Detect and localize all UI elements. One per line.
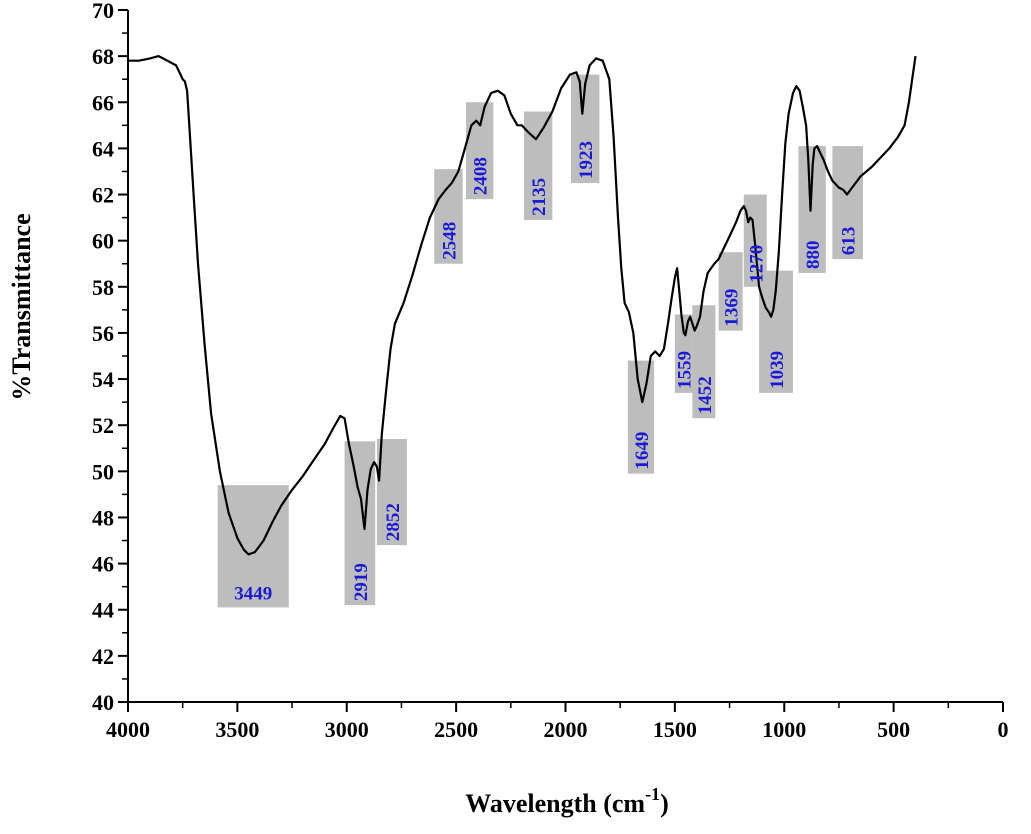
peak-label-880: 880 — [803, 240, 824, 269]
peak-label-3449: 3449 — [234, 583, 272, 604]
peak-label-613: 613 — [839, 227, 860, 256]
peak-labels: 3449 2919 2852 2548 2408 2135 1923 1649 15591452… — [234, 141, 859, 604]
peak-band-613 — [832, 146, 863, 260]
y-tick-label-62: 62 — [92, 183, 114, 208]
y-tick-label-42: 42 — [92, 644, 114, 669]
x-axis-title: Wavelength (cm-1) — [465, 784, 668, 818]
transmittance-line — [128, 55, 917, 556]
y-tick-label-50: 50 — [92, 459, 114, 484]
series-layer — [128, 55, 917, 556]
y-tick-label-58: 58 — [92, 275, 114, 300]
peak-label-2135: 2135 — [529, 178, 550, 216]
y-tick-label-68: 68 — [92, 44, 114, 69]
peak-band-1369 — [718, 252, 743, 331]
peak-label-2852: 2852 — [383, 503, 404, 541]
peak-label-1270: 1270 — [746, 245, 767, 283]
peak-label-1452: 1452 — [695, 376, 716, 414]
y-axis-title: %Transmittance — [7, 213, 36, 400]
y-tick-label-46: 46 — [92, 552, 114, 577]
y-tick-label-64: 64 — [92, 136, 114, 161]
peak-label-1369: 1369 — [722, 289, 743, 327]
x-tick-label-3500: 3500 — [215, 717, 259, 742]
peak-band-3449 — [217, 485, 289, 608]
x-tick-label-0: 0 — [998, 717, 1009, 742]
y-tick-label-66: 66 — [92, 90, 114, 115]
peak-band-1559 — [674, 314, 693, 393]
peak-band-1452 — [692, 305, 716, 419]
peak-label-2408: 2408 — [471, 157, 492, 195]
y-tick-label-48: 48 — [92, 505, 114, 530]
peak-band-2135 — [523, 111, 553, 220]
x-tick-label-500: 500 — [877, 717, 910, 742]
x-tick-label-1500: 1500 — [653, 717, 697, 742]
peak-label-2919: 2919 — [351, 563, 372, 601]
peak-band-2852 — [376, 439, 407, 546]
y-tick-label-70: 70 — [92, 0, 114, 23]
y-tick-label-60: 60 — [92, 229, 114, 254]
x-tick-label-4000: 4000 — [106, 717, 150, 742]
peak-band-2408 — [465, 102, 494, 200]
peak-label-1039: 1039 — [767, 351, 788, 389]
y-tick-label-56: 56 — [92, 321, 114, 346]
peak-label-1923: 1923 — [576, 141, 597, 179]
x-tick-label-1000: 1000 — [762, 717, 806, 742]
peak-label-1559: 1559 — [675, 351, 696, 389]
peak-band-1649 — [627, 360, 655, 474]
peak-label-2548: 2548 — [439, 222, 460, 260]
y-tick-label-52: 52 — [92, 413, 114, 438]
y-tick-label-44: 44 — [92, 598, 114, 623]
y-tick-label-40: 40 — [92, 690, 114, 715]
x-tick-label-2000: 2000 — [544, 717, 588, 742]
peak-bands — [217, 74, 863, 608]
x-tick-label-2500: 2500 — [434, 717, 478, 742]
axes: 4000 3500 3000 2500 2000 1500 1000 500 0 40 42 44 46… — [92, 0, 1009, 742]
peak-label-1649: 1649 — [632, 432, 653, 470]
peak-band-2548 — [434, 169, 463, 264]
x-tick-label-3000: 3000 — [325, 717, 369, 742]
y-tick-label-54: 54 — [92, 367, 114, 392]
